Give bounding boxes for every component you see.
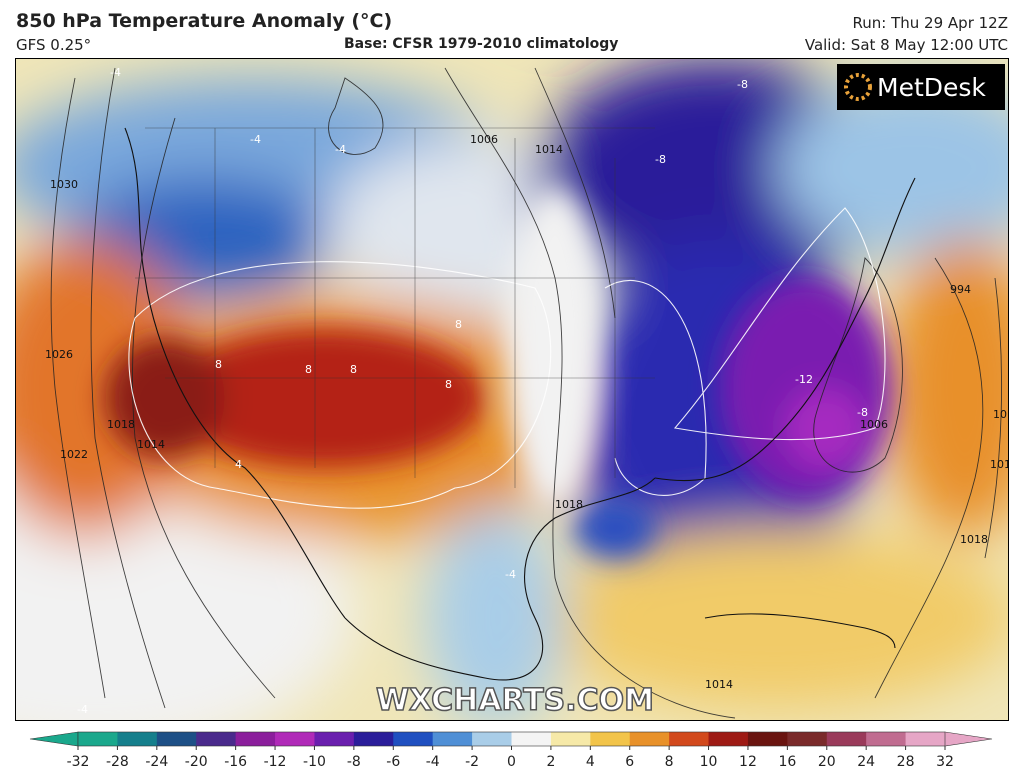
colorbar-tick-label: 24 [857,754,875,770]
colorbar-segment [787,732,828,746]
anomaly-label: -4 [110,66,121,79]
anomaly-label: -8 [857,406,868,419]
colorbar-segment [669,732,710,746]
isobar-label: 1006 [470,133,498,146]
colorbar-segment [353,732,394,746]
colorbar-segment [314,732,355,746]
colorbar-segment [196,732,237,746]
isobar-label: 1018 [555,498,583,511]
colorbar: -32 -28 -24 -20 -16 -12 -10 -8 -6 -4 -2 0 2 4 6 8 10 12 16… [29,731,993,770]
isobar-label: 1014 [990,458,1009,471]
isobar-label: 1018 [107,418,135,431]
anomaly-label: 8 [350,363,357,376]
colorbar-tick-label: 32 [936,754,954,770]
colorbar-tick-label: 2 [546,754,555,770]
colorbar-segment [826,732,867,746]
coastlines [124,127,916,681]
colorbar-segment [432,732,473,746]
isobar-label: 1022 [60,448,88,461]
colorbar-end [944,731,993,747]
colorbar-tick-label: -12 [264,754,287,770]
colorbar-tick-label: 8 [665,754,674,770]
model: GFS 0.25° [16,36,92,54]
isobar-label: 1018 [960,533,988,546]
colorbar-segment [156,732,197,746]
anomaly-label: -4 [505,568,516,581]
logo-box [837,64,1005,110]
colorbar-segment [747,732,788,746]
colorbar-segment [590,732,631,746]
anomaly-label: 8 [305,363,312,376]
anomaly-contours [128,207,886,509]
borders [135,127,655,488]
anomaly-label: -4 [335,143,346,156]
colorbar-segment [550,732,591,746]
map: 1030102610221018101410061014101810069941… [15,58,1009,721]
colorbar-tick-label: 28 [897,754,915,770]
colorbar-tick-label: -10 [303,754,326,770]
colorbar-tick-label: -6 [386,754,400,770]
anomaly-label: 8 [445,378,452,391]
valid: Valid: Sat 8 May 12:00 UTC [804,36,1008,54]
watermark: WXCHARTS.COM [376,683,654,718]
colorbar-tick-label: -16 [224,754,247,770]
colorbar-segment [629,732,670,746]
map-frame [15,58,1009,721]
colorbar-tick-label: -24 [145,754,168,770]
colorbar-tick-label: 12 [739,754,757,770]
anomaly-label: 8 [215,358,222,371]
isobar-label: 1006 [860,418,888,431]
colorbar-tick-label: -20 [185,754,208,770]
colorbar-tick-label: 16 [778,754,796,770]
anomaly-label: -4 [77,703,88,716]
title: 850 hPa Temperature Anomaly (°C) [16,10,393,32]
isobar-label: 1014 [137,438,165,451]
colorbar-tick-label: -8 [347,754,361,770]
colorbar-tick-label: 20 [818,754,836,770]
run: Run: Thu 29 Apr 12Z [852,14,1008,32]
isobar-label: 1030 [50,178,78,191]
colorbar-tick-label: -28 [106,754,129,770]
colorbar-segment [511,732,552,746]
anomaly-label: -4 [250,133,261,146]
colorbar-tick-label: 6 [625,754,634,770]
isobar-label: 1014 [705,678,733,691]
base: Base: CFSR 1979-2010 climatology [344,36,619,52]
colorbar-segment [275,732,315,746]
logo: MetDesk [877,73,986,102]
colorbar-segment [472,732,512,746]
colorbar-segment [117,732,158,746]
anomaly-label: -8 [737,78,748,91]
logo-icon [844,73,872,101]
colorbar-end [29,731,79,747]
colorbar-segment [866,732,907,746]
colorbar-segment [235,732,276,746]
isobar-label: 1014 [535,143,563,156]
colorbar-segment [393,732,434,746]
colorbar-tick-label: -2 [465,754,479,770]
isobar-label: 1026 [45,348,73,361]
anomaly-label: -8 [655,153,666,166]
isobar-label: 994 [950,283,971,296]
anomaly-field [15,58,1009,721]
anomaly-label: 8 [455,318,462,331]
colorbar-tick-label: 0 [507,754,516,770]
colorbar-segment [708,732,749,746]
isobars [50,67,1003,719]
colorbar-tick-label: -4 [426,754,440,770]
anomaly-label: -12 [795,373,813,386]
colorbar-tick-label: 10 [700,754,718,770]
colorbar-segment [905,732,946,746]
colorbar-tick-label: -32 [67,754,90,770]
colorbar-tick-label: 4 [586,754,595,770]
colorbar-segment [78,732,118,746]
anomaly-label: 4 [235,458,242,471]
